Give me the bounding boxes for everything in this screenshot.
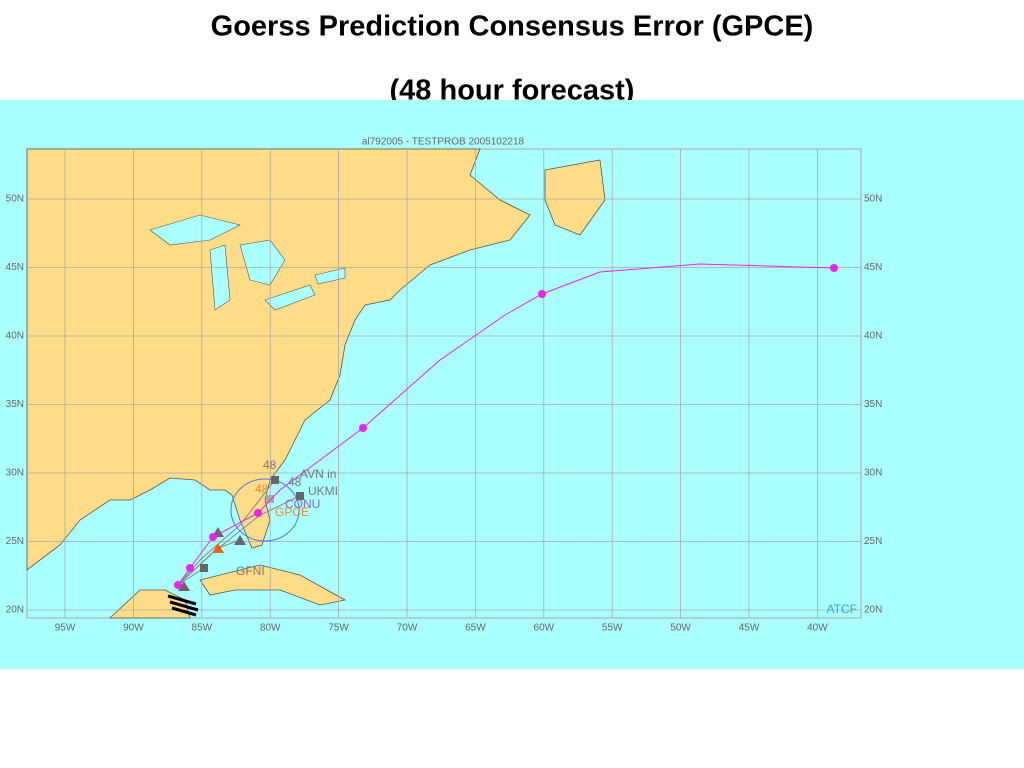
model-point <box>234 535 246 545</box>
lon-label: 55W <box>602 623 623 634</box>
track-label: GPCE <box>275 505 309 519</box>
land-newfoundland <box>544 159 606 236</box>
lon-label: 65W <box>465 623 486 634</box>
grid <box>27 149 861 618</box>
lat-label: 30N <box>6 468 24 479</box>
model-point <box>212 543 224 553</box>
track-point <box>254 509 262 517</box>
track-point <box>538 290 546 298</box>
track-label: CONU <box>285 497 320 511</box>
land-cuba <box>199 564 347 606</box>
lake <box>239 239 286 286</box>
lon-label: 60W <box>534 623 555 634</box>
model-point <box>266 495 274 503</box>
track-point <box>174 581 182 589</box>
track-point <box>186 564 194 572</box>
model-point <box>296 492 304 500</box>
track-label: 48 <box>255 482 269 496</box>
lat-label: 40N <box>864 331 882 342</box>
lon-label: 40W <box>807 623 828 634</box>
track-point <box>830 264 838 272</box>
error-circle <box>230 478 300 542</box>
lake <box>314 267 346 285</box>
lon-label: 50W <box>670 623 691 634</box>
lake <box>149 214 241 246</box>
track <box>177 479 276 586</box>
track-label: 48 <box>263 458 277 472</box>
lat-label: 45N <box>6 262 24 273</box>
lat-label: 20N <box>864 605 882 616</box>
track <box>177 567 205 586</box>
lon-label: 75W <box>328 623 349 634</box>
map <box>26 148 862 619</box>
map-header: al792005 - TESTPROB 2005102218 <box>362 137 525 148</box>
track-label: AVN in <box>300 467 336 481</box>
lat-label: 50N <box>6 194 24 205</box>
lat-label: 20N <box>6 605 24 616</box>
lon-label: 70W <box>397 623 418 634</box>
lat-label: 45N <box>864 262 882 273</box>
lat-label: 35N <box>864 399 882 410</box>
lon-label: 90W <box>123 623 144 634</box>
title: Goerss Prediction Consensus Error (GPCE) <box>211 11 814 43</box>
lon-label: 95W <box>55 623 76 634</box>
track-label: GFNI <box>236 564 265 578</box>
model-point <box>271 476 279 484</box>
lon-label: 45W <box>739 623 760 634</box>
track-point <box>359 424 367 432</box>
track-label: 48 <box>288 475 302 489</box>
track-label: UKMI <box>308 484 338 498</box>
storm-symbol <box>167 594 199 617</box>
lat-label: 30N <box>864 468 882 479</box>
lat-label: 50N <box>864 194 882 205</box>
lat-label: 40N <box>6 331 24 342</box>
lat-label: 35N <box>6 399 24 410</box>
model-point <box>200 564 208 572</box>
lake <box>264 284 316 311</box>
lake <box>209 244 231 311</box>
model-point <box>178 581 190 591</box>
lat-label: 25N <box>864 536 882 547</box>
track-point <box>209 533 217 541</box>
lon-label: 80W <box>260 623 281 634</box>
lon-label: 85W <box>192 623 213 634</box>
lat-label: 25N <box>6 536 24 547</box>
credit: ATCF <box>827 602 857 616</box>
track-points <box>174 264 838 589</box>
